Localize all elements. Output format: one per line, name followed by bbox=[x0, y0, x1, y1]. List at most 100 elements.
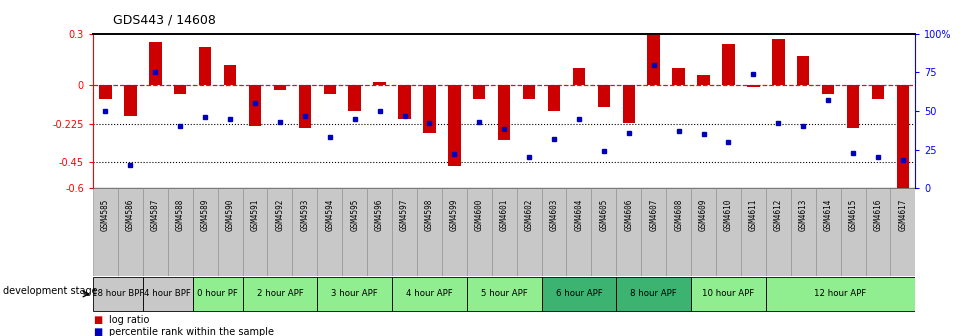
Bar bbox=[796, 56, 809, 85]
Text: GSM4616: GSM4616 bbox=[872, 199, 881, 231]
Text: 8 hour APF: 8 hour APF bbox=[630, 290, 677, 298]
Bar bbox=[616, 188, 641, 276]
Bar bbox=[722, 44, 734, 85]
Text: GSM4595: GSM4595 bbox=[350, 199, 359, 231]
Bar bbox=[616, 278, 690, 310]
Text: GSM4597: GSM4597 bbox=[400, 199, 409, 231]
Bar bbox=[93, 188, 117, 276]
Bar bbox=[772, 39, 783, 85]
Text: GSM4602: GSM4602 bbox=[524, 199, 533, 231]
Bar bbox=[765, 188, 790, 276]
Bar bbox=[292, 188, 317, 276]
Bar bbox=[622, 85, 635, 123]
Bar bbox=[348, 85, 361, 111]
Text: GSM4606: GSM4606 bbox=[624, 199, 633, 231]
Bar bbox=[143, 188, 167, 276]
Bar bbox=[422, 85, 435, 133]
Bar bbox=[696, 75, 709, 85]
Bar bbox=[167, 188, 193, 276]
Bar bbox=[665, 188, 690, 276]
Text: GSM4609: GSM4609 bbox=[698, 199, 707, 231]
Bar bbox=[822, 85, 833, 94]
Text: GSM4593: GSM4593 bbox=[300, 199, 309, 231]
Bar bbox=[224, 65, 236, 85]
Bar bbox=[815, 188, 840, 276]
Bar bbox=[890, 188, 914, 276]
Text: GSM4586: GSM4586 bbox=[126, 199, 135, 231]
Bar bbox=[896, 85, 909, 188]
Bar bbox=[865, 188, 890, 276]
Text: GSM4614: GSM4614 bbox=[822, 199, 832, 231]
Bar bbox=[690, 188, 715, 276]
Text: GSM4589: GSM4589 bbox=[200, 199, 209, 231]
Bar bbox=[373, 82, 385, 85]
Bar bbox=[193, 188, 217, 276]
Text: GSM4613: GSM4613 bbox=[798, 199, 807, 231]
Text: GDS443 / 14608: GDS443 / 14608 bbox=[112, 14, 215, 27]
Text: ■: ■ bbox=[93, 315, 102, 325]
Text: 3 hour APF: 3 hour APF bbox=[331, 290, 378, 298]
Bar bbox=[248, 85, 261, 126]
Bar bbox=[790, 188, 815, 276]
Text: 4 hour BPF: 4 hour BPF bbox=[144, 290, 191, 298]
Bar bbox=[267, 188, 292, 276]
Bar bbox=[298, 85, 311, 128]
Bar bbox=[846, 85, 859, 128]
Bar bbox=[149, 42, 161, 85]
Bar bbox=[323, 85, 335, 94]
Text: GSM4592: GSM4592 bbox=[275, 199, 285, 231]
Bar bbox=[174, 85, 186, 94]
Bar bbox=[99, 85, 111, 99]
Text: GSM4590: GSM4590 bbox=[225, 199, 235, 231]
Bar bbox=[274, 85, 286, 90]
Bar bbox=[441, 188, 467, 276]
Text: GSM4596: GSM4596 bbox=[375, 199, 383, 231]
Bar bbox=[672, 68, 685, 85]
Text: 5 hour APF: 5 hour APF bbox=[480, 290, 527, 298]
Bar bbox=[840, 188, 865, 276]
Bar bbox=[765, 278, 914, 310]
Text: ■: ■ bbox=[93, 327, 102, 336]
Text: GSM4612: GSM4612 bbox=[773, 199, 782, 231]
Text: development stage: development stage bbox=[3, 286, 98, 296]
Bar bbox=[516, 188, 541, 276]
Bar bbox=[597, 85, 609, 108]
Text: GSM4603: GSM4603 bbox=[549, 199, 558, 231]
Text: 10 hour APF: 10 hour APF bbox=[701, 290, 754, 298]
Text: log ratio: log ratio bbox=[109, 315, 149, 325]
Text: GSM4594: GSM4594 bbox=[325, 199, 333, 231]
Text: GSM4604: GSM4604 bbox=[574, 199, 583, 231]
Text: GSM4587: GSM4587 bbox=[151, 199, 159, 231]
Bar bbox=[548, 85, 559, 111]
Text: 2 hour APF: 2 hour APF bbox=[256, 290, 303, 298]
Bar bbox=[391, 278, 467, 310]
Bar bbox=[541, 278, 616, 310]
Bar bbox=[566, 188, 591, 276]
Text: 12 hour APF: 12 hour APF bbox=[814, 290, 866, 298]
Text: GSM4591: GSM4591 bbox=[250, 199, 259, 231]
Bar bbox=[591, 188, 616, 276]
Bar bbox=[740, 188, 765, 276]
Bar bbox=[117, 188, 143, 276]
Bar bbox=[746, 85, 759, 87]
Bar bbox=[491, 188, 516, 276]
Bar bbox=[124, 85, 137, 116]
Text: GSM4608: GSM4608 bbox=[674, 199, 683, 231]
Text: GSM4598: GSM4598 bbox=[424, 199, 433, 231]
Bar bbox=[93, 278, 143, 310]
Text: 4 hour APF: 4 hour APF bbox=[406, 290, 453, 298]
Bar bbox=[217, 188, 243, 276]
Bar bbox=[243, 278, 317, 310]
Bar bbox=[143, 278, 193, 310]
Bar bbox=[498, 85, 510, 140]
Bar bbox=[641, 188, 665, 276]
Text: percentile rank within the sample: percentile rank within the sample bbox=[109, 327, 274, 336]
Bar bbox=[391, 188, 417, 276]
Text: 18 hour BPF: 18 hour BPF bbox=[92, 290, 144, 298]
Text: GSM4611: GSM4611 bbox=[748, 199, 757, 231]
Bar bbox=[541, 188, 566, 276]
Text: GSM4600: GSM4600 bbox=[474, 199, 483, 231]
Text: GSM4615: GSM4615 bbox=[848, 199, 857, 231]
Text: 0 hour PF: 0 hour PF bbox=[197, 290, 238, 298]
Bar bbox=[715, 188, 740, 276]
